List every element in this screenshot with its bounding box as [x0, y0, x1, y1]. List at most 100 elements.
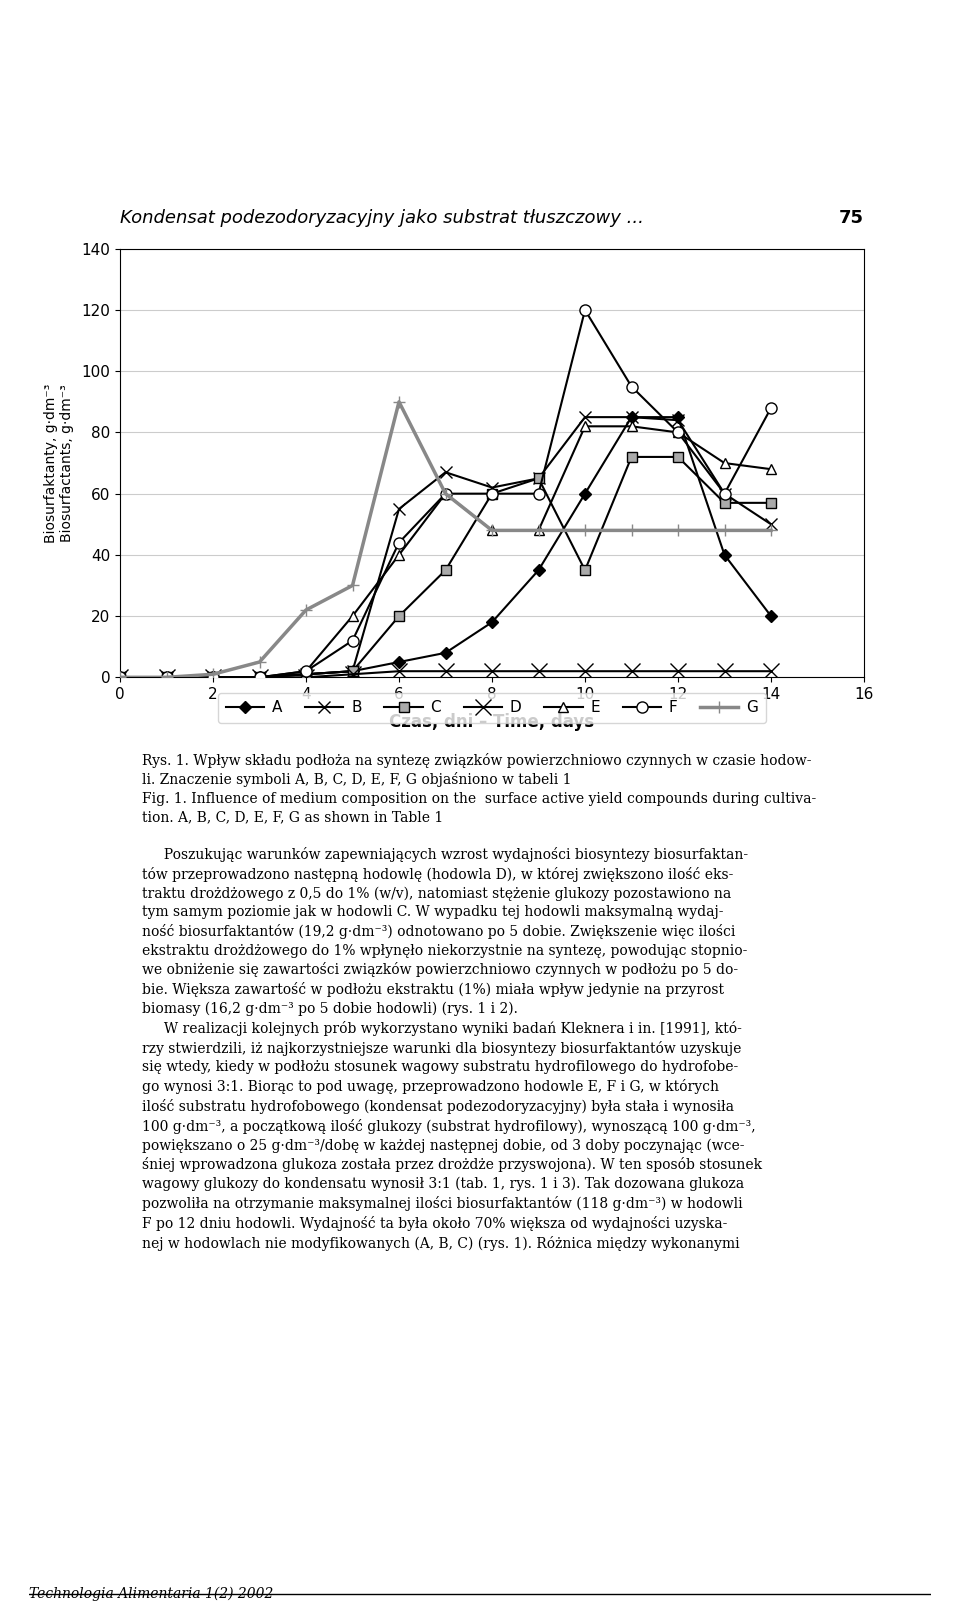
Text: Technologia Alimentaria 1(2) 2002: Technologia Alimentaria 1(2) 2002 — [29, 1587, 274, 1601]
E — [579, 416, 590, 436]
C — [579, 560, 590, 579]
Line: A: A — [116, 413, 775, 681]
A — [300, 665, 312, 684]
A — [160, 668, 172, 688]
C — [719, 494, 731, 513]
C — [486, 484, 497, 504]
F — [579, 300, 590, 320]
G — [533, 521, 544, 541]
B — [253, 668, 265, 688]
E — [394, 546, 405, 565]
F — [486, 484, 497, 504]
D — [253, 668, 265, 688]
C — [394, 607, 405, 626]
D — [207, 668, 219, 688]
D — [440, 662, 451, 681]
D — [765, 662, 777, 681]
G — [253, 652, 265, 671]
G — [347, 576, 358, 596]
E — [114, 668, 126, 688]
C — [253, 668, 265, 688]
Line: E: E — [115, 421, 776, 683]
F — [626, 376, 637, 395]
A — [672, 407, 684, 426]
A — [765, 607, 777, 626]
C — [207, 668, 219, 688]
D — [719, 662, 731, 681]
A — [440, 642, 451, 662]
D — [672, 662, 684, 681]
F — [160, 668, 172, 688]
G — [765, 521, 777, 541]
Line: B: B — [113, 412, 778, 684]
G — [394, 392, 405, 412]
G — [114, 668, 126, 688]
G — [626, 521, 637, 541]
Y-axis label: Biosurfaktanty, g·dm⁻³
Biosurfactants, g·dm⁻³: Biosurfaktanty, g·dm⁻³ Biosurfactants, g… — [44, 384, 75, 542]
C — [300, 665, 312, 684]
F — [253, 668, 265, 688]
Line: G: G — [113, 395, 778, 684]
Line: C: C — [115, 452, 776, 683]
B — [347, 662, 358, 681]
Text: Kondensat podezodoryzacyjny jako substrat tłuszczowy ...: Kondensat podezodoryzacyjny jako substra… — [120, 210, 644, 228]
G — [160, 668, 172, 688]
C — [672, 447, 684, 466]
E — [347, 607, 358, 626]
D — [300, 668, 312, 688]
E — [160, 668, 172, 688]
B — [486, 478, 497, 497]
B — [719, 484, 731, 504]
C — [533, 468, 544, 487]
E — [533, 521, 544, 541]
C — [160, 668, 172, 688]
A — [253, 668, 265, 688]
B — [440, 463, 451, 483]
F — [765, 399, 777, 418]
D — [626, 662, 637, 681]
D — [114, 668, 126, 688]
C — [765, 494, 777, 513]
A — [486, 613, 497, 633]
B — [207, 668, 219, 688]
Legend: A, B, C, D, E, F, G: A, B, C, D, E, F, G — [219, 692, 765, 723]
G — [207, 665, 219, 684]
A — [626, 407, 637, 426]
D — [160, 668, 172, 688]
Line: D: D — [112, 663, 779, 684]
D — [394, 662, 405, 681]
A — [347, 662, 358, 681]
F — [347, 631, 358, 650]
C — [114, 668, 126, 688]
Text: Rys. 1. Wpływ składu podłoża na syntezę związków powierzchniowo czynnych w czasi: Rys. 1. Wpływ składu podłoża na syntezę … — [142, 752, 817, 1251]
B — [533, 468, 544, 487]
B — [765, 515, 777, 534]
B — [394, 499, 405, 518]
X-axis label: Czas, dni – Time, days: Czas, dni – Time, days — [390, 713, 594, 731]
B — [114, 668, 126, 688]
B — [160, 668, 172, 688]
Text: 75: 75 — [839, 210, 864, 228]
D — [347, 665, 358, 684]
A — [394, 652, 405, 671]
D — [579, 662, 590, 681]
E — [626, 416, 637, 436]
B — [626, 407, 637, 426]
F — [533, 484, 544, 504]
A — [579, 484, 590, 504]
E — [440, 484, 451, 504]
G — [719, 521, 731, 541]
F — [300, 662, 312, 681]
D — [533, 662, 544, 681]
B — [579, 407, 590, 426]
F — [207, 668, 219, 688]
G — [672, 521, 684, 541]
E — [486, 521, 497, 541]
G — [579, 521, 590, 541]
F — [440, 484, 451, 504]
E — [300, 662, 312, 681]
F — [672, 423, 684, 442]
E — [253, 668, 265, 688]
G — [486, 521, 497, 541]
B — [300, 665, 312, 684]
